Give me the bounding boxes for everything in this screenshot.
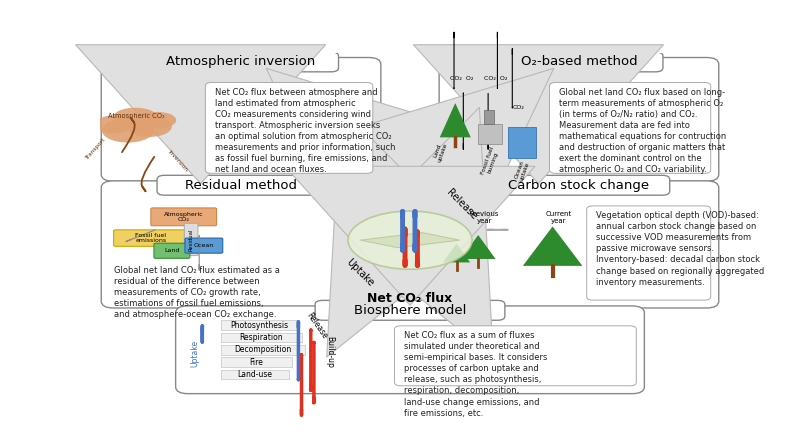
- Text: CO₂  O₂: CO₂ O₂: [450, 76, 474, 81]
- Bar: [485, 110, 494, 124]
- Text: Fossil fuel
burning: Fossil fuel burning: [481, 146, 501, 177]
- FancyBboxPatch shape: [102, 57, 381, 181]
- Text: Atmospheric
CO₂: Atmospheric CO₂: [164, 212, 203, 222]
- Ellipse shape: [127, 116, 172, 137]
- Text: Build-up: Build-up: [325, 336, 334, 368]
- Text: Net CO₂ flux as a sum of fluxes
simulated under theoretical and
semi-empirical b: Net CO₂ flux as a sum of fluxes simulate…: [404, 331, 547, 418]
- FancyBboxPatch shape: [157, 175, 325, 195]
- Bar: [508, 127, 536, 158]
- Text: Ocean
uptake: Ocean uptake: [514, 160, 530, 182]
- Ellipse shape: [102, 118, 154, 142]
- Text: Carbon stock change: Carbon stock change: [508, 179, 650, 192]
- FancyBboxPatch shape: [394, 326, 636, 386]
- FancyBboxPatch shape: [206, 82, 373, 173]
- Text: Current
year: Current year: [546, 211, 572, 223]
- Text: Land-use: Land-use: [238, 370, 273, 379]
- Text: CO₂: CO₂: [513, 105, 525, 110]
- Text: Uptake: Uptake: [345, 257, 376, 288]
- Text: Vegetation optical depth (VOD)-based:
annual carbon stock change based on
succes: Vegetation optical depth (VOD)-based: an…: [596, 211, 764, 287]
- FancyBboxPatch shape: [184, 223, 198, 255]
- Text: Transport: Transport: [84, 137, 106, 161]
- Text: Net CO₂ flux: Net CO₂ flux: [367, 291, 453, 304]
- Text: Uptake: Uptake: [190, 340, 199, 367]
- Text: Fire: Fire: [250, 358, 263, 367]
- Text: Net CO₂ flux between atmosphere and
land estimated from atmospheric
CO₂ measurem: Net CO₂ flux between atmosphere and land…: [214, 88, 395, 174]
- Text: Release: Release: [305, 311, 330, 340]
- Bar: [221, 370, 289, 379]
- Text: Land
uptake: Land uptake: [431, 141, 448, 163]
- Text: Residual: Residual: [189, 228, 194, 251]
- Text: Inversion: Inversion: [166, 150, 188, 173]
- Text: Respiration: Respiration: [239, 333, 283, 342]
- Bar: [221, 333, 302, 342]
- FancyBboxPatch shape: [550, 82, 710, 173]
- Text: CO₂  O₂: CO₂ O₂: [485, 76, 508, 81]
- Ellipse shape: [348, 211, 472, 269]
- Text: O₂-based method: O₂-based method: [521, 55, 638, 69]
- FancyBboxPatch shape: [315, 300, 505, 320]
- Text: Biosphere model: Biosphere model: [354, 304, 466, 317]
- Polygon shape: [443, 243, 470, 263]
- Text: Land: Land: [164, 248, 180, 253]
- Bar: [221, 320, 298, 330]
- Polygon shape: [523, 227, 582, 266]
- Bar: [478, 124, 502, 144]
- Text: Global net land CO₂ flux estimated as a
residual of the difference between
measu: Global net land CO₂ flux estimated as a …: [114, 266, 279, 319]
- FancyBboxPatch shape: [495, 52, 663, 72]
- FancyBboxPatch shape: [488, 175, 670, 195]
- Text: Atmospheric CO₂: Atmospheric CO₂: [107, 113, 164, 119]
- FancyBboxPatch shape: [154, 243, 190, 258]
- FancyBboxPatch shape: [151, 208, 217, 226]
- Ellipse shape: [139, 112, 176, 129]
- Text: Fossil fuel
emissions: Fossil fuel emissions: [135, 233, 166, 243]
- Text: Previous
year: Previous year: [470, 211, 499, 223]
- Text: Atmospheric inversion: Atmospheric inversion: [166, 55, 316, 69]
- FancyBboxPatch shape: [439, 57, 718, 181]
- Ellipse shape: [113, 108, 158, 127]
- Text: Ocean: Ocean: [194, 243, 214, 248]
- FancyBboxPatch shape: [439, 181, 718, 308]
- FancyBboxPatch shape: [176, 306, 644, 394]
- FancyBboxPatch shape: [143, 52, 338, 72]
- Polygon shape: [360, 233, 459, 248]
- Polygon shape: [440, 103, 470, 138]
- Text: Residual method: Residual method: [185, 179, 297, 192]
- FancyBboxPatch shape: [185, 238, 222, 253]
- Bar: [221, 357, 292, 367]
- Text: Global net land CO₂ flux based on long-
term measurements of atmospheric O₂
(in : Global net land CO₂ flux based on long- …: [558, 88, 726, 174]
- FancyBboxPatch shape: [586, 206, 710, 300]
- FancyBboxPatch shape: [102, 181, 381, 308]
- Polygon shape: [461, 235, 495, 259]
- Text: Photosynthesis: Photosynthesis: [230, 320, 289, 330]
- Ellipse shape: [96, 115, 133, 134]
- Text: Release: Release: [444, 187, 478, 221]
- Bar: [221, 345, 305, 355]
- Text: Decomposition: Decomposition: [234, 345, 291, 354]
- FancyBboxPatch shape: [114, 230, 189, 247]
